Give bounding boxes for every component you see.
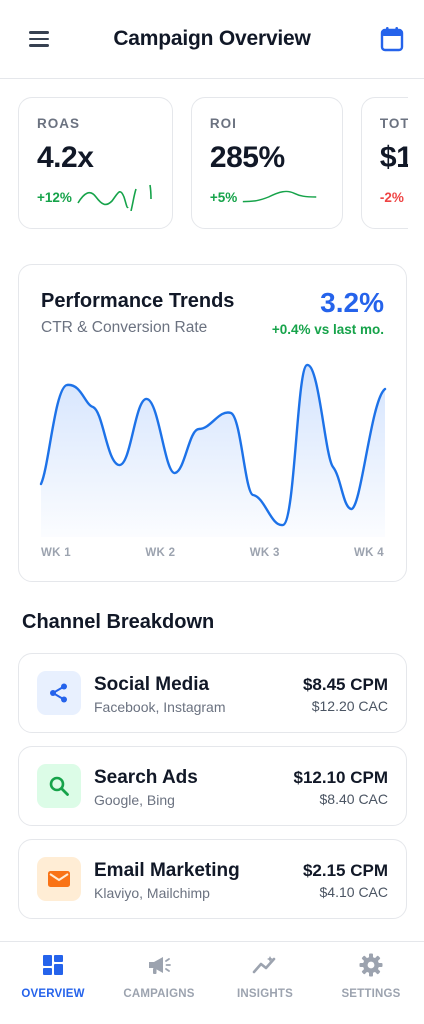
performance-title: Performance Trends <box>41 290 235 312</box>
channel-item-social-media[interactable]: Social Media Facebook, Instagram $8.45 C… <box>18 653 407 733</box>
channel-name: Email Marketing <box>94 860 240 881</box>
nav-item-campaigns[interactable]: CAMPAIGNS <box>109 942 209 1024</box>
kpi-delta: +12% <box>37 189 72 205</box>
nav-item-overview[interactable]: OVERVIEW <box>3 942 103 1024</box>
performance-x-axis: WK 1 WK 2 WK 3 WK 4 <box>41 547 384 559</box>
calendar-icon[interactable] <box>380 26 404 52</box>
kpi-value: 4.2x <box>37 141 94 174</box>
channel-cac: $8.40 CAC <box>319 791 388 807</box>
roi-sparkline <box>243 190 317 203</box>
kpi-card-roi[interactable]: ROI 285% +5% <box>190 97 343 229</box>
channel-cpm: $8.45 CPM <box>302 675 388 694</box>
performance-area <box>41 364 385 537</box>
channel-sources: Klaviyo, Mailchimp <box>94 885 210 901</box>
hamburger-menu-icon[interactable] <box>26 27 52 51</box>
channel-sources: Facebook, Instagram <box>94 699 226 715</box>
nav-item-settings[interactable]: SETTINGS <box>321 942 421 1024</box>
nav-label: CAMPAIGNS <box>123 988 195 1000</box>
top-header: Campaign Overview <box>0 0 424 79</box>
performance-change: +0.4% vs last mo. <box>271 322 384 337</box>
x-tick-label: WK 4 <box>354 547 384 559</box>
channel-cpm: $12.10 CPM <box>293 768 389 787</box>
channel-name: Search Ads <box>94 767 198 788</box>
channel-cpm: $2.15 CPM <box>302 861 388 880</box>
performance-line <box>39 363 387 527</box>
channel-name: Social Media <box>94 674 210 695</box>
channel-item-search-ads[interactable]: Search Ads Google, Bing $12.10 CPM $8.40… <box>18 746 407 826</box>
channel-sources: Google, Bing <box>94 792 175 808</box>
share-icon <box>37 671 81 715</box>
kpi-card-roas[interactable]: ROAS 4.2x +12% <box>18 97 173 229</box>
performance-value: 3.2% <box>320 287 384 318</box>
kpi-value: $12 <box>379 141 408 174</box>
nav-label: OVERVIEW <box>21 988 85 1000</box>
nav-label: SETTINGS <box>341 988 401 1000</box>
insights-icon <box>252 956 276 974</box>
bottom-navigation: OVERVIEW CAMPAIGNS INSIGHTS <box>0 941 424 1024</box>
kpi-card-total[interactable]: TOTAL $12 -2% <box>360 97 408 229</box>
nav-item-insights[interactable]: INSIGHTS <box>215 942 315 1024</box>
mail-icon <box>37 857 81 901</box>
x-tick-label: WK 2 <box>145 547 176 559</box>
kpi-delta: -2% <box>379 189 404 205</box>
kpi-carousel[interactable]: ROAS 4.2x +12% ROI 285% +5% <box>18 97 408 229</box>
performance-trends-card: Performance Trends CTR & Conversion Rate… <box>18 264 407 582</box>
dashboard-icon <box>43 955 63 975</box>
kpi-delta: +5% <box>209 189 238 205</box>
page-title: Campaign Overview <box>113 27 311 50</box>
nav-label: INSIGHTS <box>237 988 293 1000</box>
channel-cac: $12.20 CAC <box>311 698 388 714</box>
gear-icon <box>359 953 383 977</box>
channel-breakdown-title: Channel Breakdown <box>22 611 215 633</box>
search-icon <box>37 764 81 808</box>
channel-cac: $4.10 CAC <box>319 884 388 900</box>
x-tick-label: WK 3 <box>249 547 280 559</box>
channel-item-email-marketing[interactable]: Email Marketing Klaviyo, Mailchimp $2.15… <box>18 839 407 919</box>
performance-subtitle: CTR & Conversion Rate <box>41 319 208 336</box>
megaphone-icon <box>149 957 171 974</box>
performance-line-chart <box>39 363 387 537</box>
x-tick-label: WK 1 <box>41 547 71 559</box>
kpi-label: ROAS <box>37 116 81 131</box>
kpi-label: ROI <box>209 116 237 131</box>
kpi-label: TOTAL <box>379 116 408 131</box>
roas-sparkline <box>77 184 152 211</box>
kpi-value: 285% <box>209 141 285 174</box>
